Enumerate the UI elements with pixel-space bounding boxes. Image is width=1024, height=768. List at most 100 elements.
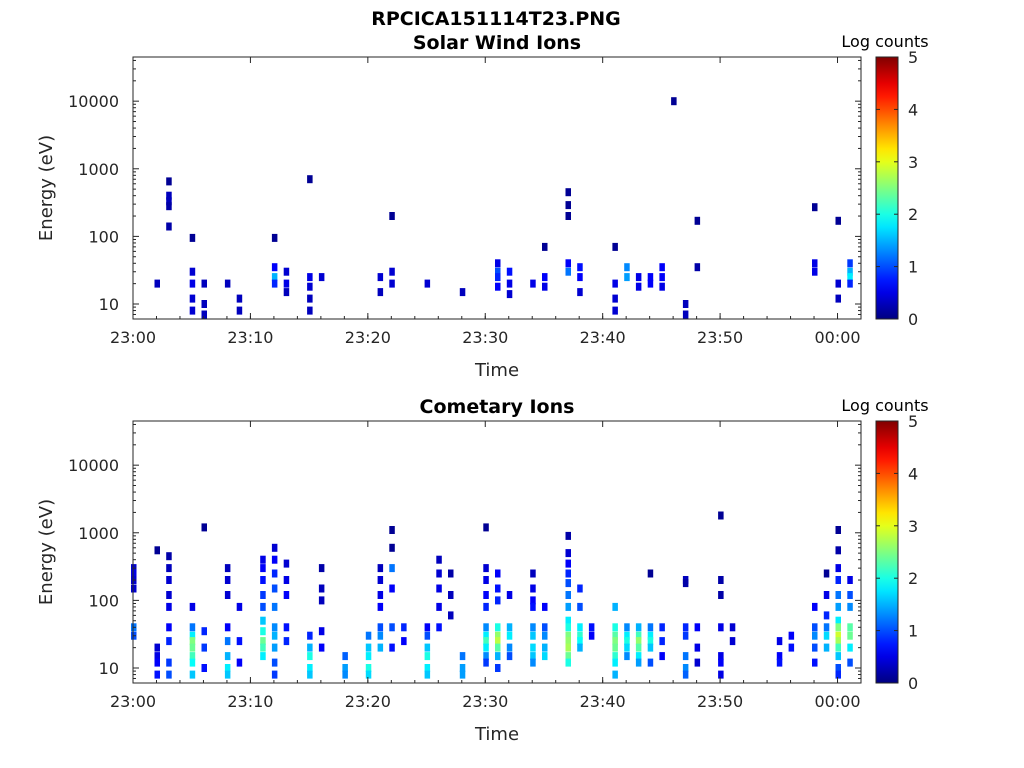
count-cell xyxy=(307,294,313,303)
count-cell xyxy=(847,602,853,611)
count-cell xyxy=(647,631,654,640)
count-cell xyxy=(495,569,501,578)
count-cell xyxy=(283,279,290,288)
count-cell xyxy=(154,546,160,555)
count-cell xyxy=(835,602,841,611)
count-cell xyxy=(624,643,630,652)
count-cell xyxy=(835,643,841,652)
count-cell xyxy=(635,273,642,282)
count-cell xyxy=(565,652,571,661)
count-cell xyxy=(530,584,536,593)
count-cell xyxy=(729,623,736,632)
count-cell xyxy=(624,631,630,640)
count-cell xyxy=(835,216,841,225)
colorbar-tick-label: 0 xyxy=(908,310,918,329)
count-cell xyxy=(201,300,207,308)
count-cell xyxy=(448,611,454,620)
count-cell xyxy=(588,623,595,632)
count-cell xyxy=(260,602,266,611)
count-cell xyxy=(483,637,489,646)
count-cell xyxy=(530,596,536,605)
count-cell xyxy=(565,188,571,197)
count-cell xyxy=(260,637,266,646)
count-cell xyxy=(659,282,665,291)
count-cell xyxy=(271,602,278,611)
count-cell xyxy=(377,623,384,632)
count-cell xyxy=(271,233,278,242)
count-cell xyxy=(483,623,489,632)
count-cell xyxy=(682,631,689,640)
count-cell xyxy=(271,569,278,578)
x-tick-label: 23:50 xyxy=(697,692,743,711)
count-cell xyxy=(659,637,665,646)
x-axis-label: Time xyxy=(474,724,519,745)
colorbar-tick-label: 2 xyxy=(908,205,918,224)
count-cell xyxy=(389,267,395,276)
count-cell xyxy=(495,643,501,652)
count-cell xyxy=(635,652,642,661)
count-cell xyxy=(812,259,818,268)
count-cell xyxy=(377,576,384,584)
count-cell xyxy=(612,652,618,661)
count-cell xyxy=(377,591,384,599)
count-cell xyxy=(389,543,395,552)
count-cell xyxy=(612,670,618,679)
colorbar-label: Log counts xyxy=(841,32,928,51)
count-cell xyxy=(483,602,489,611)
count-cell xyxy=(436,569,442,578)
count-cell xyxy=(448,569,454,578)
count-cell xyxy=(271,263,278,272)
count-cell xyxy=(530,569,536,578)
axes-frame xyxy=(132,56,862,320)
count-cell xyxy=(389,212,395,220)
count-cell xyxy=(236,602,243,611)
count-cell xyxy=(154,658,160,667)
count-cell xyxy=(565,637,571,646)
count-cell xyxy=(659,623,665,632)
count-cell xyxy=(542,643,548,652)
count-cell xyxy=(788,631,795,640)
count-cell xyxy=(530,279,536,288)
count-cell xyxy=(565,591,571,599)
count-cell xyxy=(835,664,841,672)
count-cell xyxy=(847,658,853,667)
count-cell xyxy=(530,631,536,640)
count-cell xyxy=(271,670,278,679)
count-cell xyxy=(612,602,618,611)
count-cell xyxy=(577,584,583,593)
x-tick-label: 23:50 xyxy=(697,328,743,347)
count-cell xyxy=(776,658,783,667)
count-cell xyxy=(365,652,372,661)
count-cell xyxy=(166,177,172,186)
x-tick-label: 23:00 xyxy=(110,328,156,347)
count-cell xyxy=(401,623,407,632)
count-cell xyxy=(635,282,642,291)
count-cell xyxy=(495,259,501,268)
count-cell xyxy=(154,670,160,679)
count-cell xyxy=(201,627,207,636)
count-cell xyxy=(131,584,137,593)
count-cell xyxy=(189,233,196,242)
count-cell xyxy=(812,658,818,667)
count-cell xyxy=(365,643,372,652)
count-cell xyxy=(389,584,395,593)
count-cell xyxy=(166,197,172,206)
count-cell xyxy=(495,652,501,661)
x-tick-label: 23:10 xyxy=(227,692,273,711)
colorbar xyxy=(875,56,899,320)
count-cell xyxy=(729,637,736,646)
count-cell xyxy=(154,652,160,661)
count-cell xyxy=(283,576,290,584)
count-cell xyxy=(189,631,196,640)
count-cell xyxy=(283,623,290,632)
count-cell xyxy=(835,652,841,661)
count-cell xyxy=(659,652,665,661)
count-cell xyxy=(260,627,266,636)
count-cell xyxy=(166,191,172,200)
count-cell xyxy=(612,643,618,652)
count-cell xyxy=(588,631,595,640)
count-cell xyxy=(542,273,548,282)
x-tick-label: 23:40 xyxy=(580,692,626,711)
count-cell xyxy=(812,267,818,276)
